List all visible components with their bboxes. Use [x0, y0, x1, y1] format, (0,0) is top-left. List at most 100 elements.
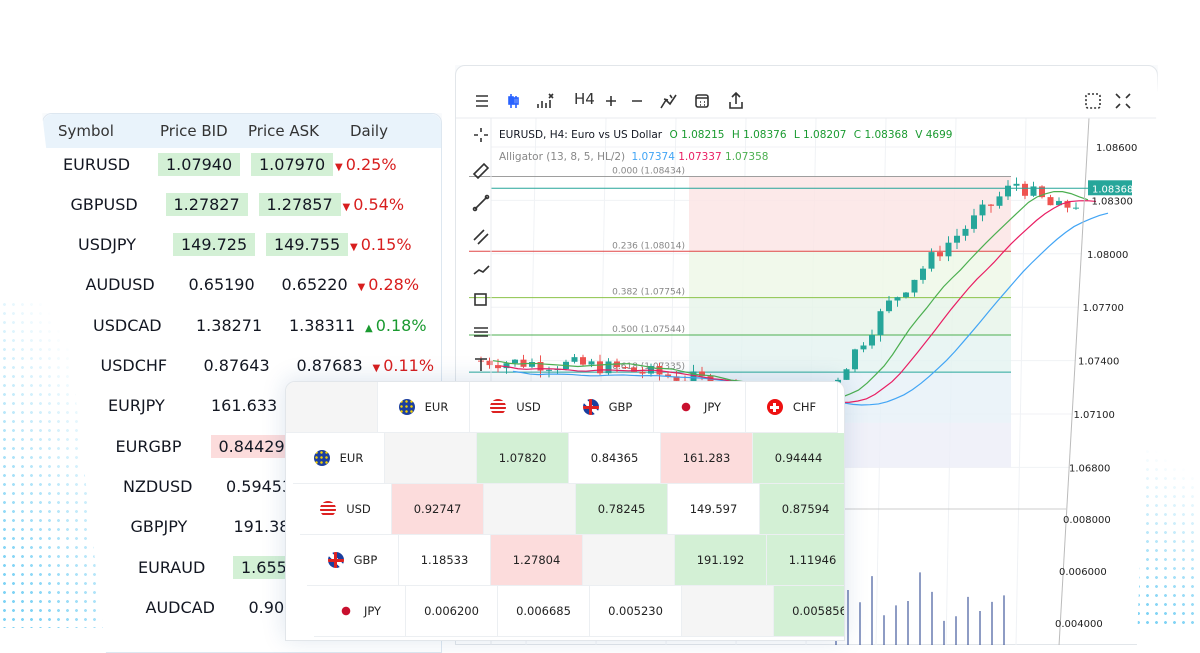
col-symbol[interactable]: Symbol	[58, 122, 114, 140]
rate-cell[interactable]	[385, 433, 477, 484]
path-icon[interactable]	[473, 265, 490, 275]
daily-value: 0.15%	[360, 235, 412, 255]
cross-rates-table: EUR USD GBP JPY CHF EUR 1.07820 0.84365 161.283 0…	[285, 381, 845, 641]
lips-value: 1.07358	[725, 151, 769, 163]
bid-cell: 1.27827	[165, 192, 248, 216]
currency-code: GBP	[353, 553, 378, 567]
candles-icon[interactable]	[508, 94, 519, 108]
daily-value: 0.28%	[368, 275, 420, 295]
calendar-icon[interactable]	[695, 94, 709, 108]
rate-cell[interactable]: 0.87594	[760, 484, 844, 535]
watchlist-row[interactable]: USDJPY 149.725 149.755 ▼ 0.15%	[43, 225, 442, 265]
watchlist-row[interactable]: EURJPY 161.633	[43, 386, 442, 426]
row-header[interactable]: GBP	[307, 535, 399, 586]
candle-body	[1022, 183, 1028, 196]
rate-cell[interactable]: 0.006200	[406, 586, 498, 637]
price-axis-label: 1.07100	[1074, 410, 1115, 421]
column-header[interactable]: CHF	[746, 382, 838, 433]
rate-cell[interactable]: 191.192	[675, 535, 767, 586]
watchlist-row[interactable]: GBPUSD 1.27827 1.27857 ▼ 0.54%	[43, 184, 442, 224]
ruler-icon[interactable]	[472, 162, 490, 180]
watchlist-row[interactable]: AUDUSD 0.65190 0.65220 ▼ 0.28%	[43, 265, 442, 305]
fib-zone	[689, 251, 1011, 298]
rate-cell[interactable]: 149.597	[668, 484, 760, 535]
zoom-in-icon[interactable]	[606, 96, 616, 106]
col-ask[interactable]: Price ASK	[248, 122, 319, 140]
row-header[interactable]: JPY	[314, 586, 406, 637]
rate-cell[interactable]: 0.005230	[590, 586, 682, 637]
price-axis-line	[1058, 117, 1090, 645]
rate-cell[interactable]: 1.07820	[477, 433, 569, 484]
symbol-cell: AUDCAD	[145, 597, 215, 617]
corner-cell	[286, 382, 378, 433]
daily-value: 0.18%	[375, 315, 427, 335]
bid-cell: 191.383	[233, 517, 300, 537]
rate-cell[interactable]: 0.78245	[576, 484, 668, 535]
col-daily[interactable]: Daily	[350, 122, 388, 140]
symbol-cell: EURJPY	[108, 396, 165, 416]
daily-change: ▼ 0.11%	[373, 356, 435, 375]
rate-cell[interactable]: 1.11946	[767, 535, 844, 586]
bid-cell: 0.59453	[226, 476, 293, 496]
column-header[interactable]: GBP	[562, 382, 654, 433]
column-header[interactable]: EUR	[378, 382, 470, 433]
arrow-down-icon: ▼	[342, 201, 351, 213]
candle-body	[1013, 183, 1020, 186]
rate-cell[interactable]	[682, 586, 774, 637]
parallel-channel-icon[interactable]	[473, 229, 489, 245]
price-axis-label: 1.08300	[1092, 196, 1133, 207]
candle-body	[673, 376, 680, 381]
watchlist-row[interactable]: GBPJPY 191.383	[43, 507, 442, 547]
crosshair-icon[interactable]	[474, 128, 488, 142]
rate-cell[interactable]	[583, 535, 675, 586]
candle-body	[580, 357, 586, 365]
sub-axis-label: 0.008000	[1063, 515, 1111, 526]
symbol-cell: EURGBP	[115, 436, 182, 456]
rate-cell[interactable]: 0.84365	[569, 433, 661, 484]
symbol-cell: GBPJPY	[130, 517, 188, 537]
share-icon[interactable]	[729, 91, 743, 109]
menu-icon[interactable]	[476, 95, 488, 107]
trend-line-icon[interactable]	[472, 194, 490, 212]
indicator-legend[interactable]: Alligator (13, 8, 5, HL/2) 1.07374 1.073…	[499, 151, 768, 163]
candle-body	[877, 311, 884, 336]
watchlist-row[interactable]: EURUSD 1.07940 1.07970 ▼ 0.25%	[43, 144, 442, 184]
rate-cell[interactable]	[484, 484, 576, 535]
watchlist-row[interactable]: EURGBP 0.84429	[43, 426, 442, 466]
interval-selector[interactable]: H4	[574, 90, 595, 108]
shape-icon[interactable]	[474, 293, 487, 306]
daily-value: 0.54%	[353, 194, 405, 214]
fib-icon[interactable]	[474, 327, 488, 337]
rate-cell[interactable]: 0.94444	[753, 433, 844, 484]
col-bid[interactable]: Price BID	[160, 122, 228, 140]
column-header[interactable]: JPY	[654, 382, 746, 433]
compare-icon[interactable]	[660, 94, 677, 109]
column-header[interactable]: USD	[470, 382, 562, 433]
ch-flag-icon	[766, 399, 783, 415]
rate-cell[interactable]: 0.006685	[498, 586, 590, 637]
watchlist-row[interactable]: NZDUSD 0.59453	[43, 466, 442, 506]
watchlist-row[interactable]: USDCHF 0.87643 0.87683 ▼ 0.11%	[43, 346, 442, 386]
ohlc-low: L 1.08207	[793, 129, 847, 141]
rate-cell[interactable]: 0.005856	[774, 586, 844, 637]
watchlist-row[interactable]: USDCAD 1.38271 1.38311 ▲ 0.18%	[43, 305, 442, 345]
rate-cell[interactable]: 1.27804	[491, 535, 583, 586]
rate-cell[interactable]: 1.18533	[399, 535, 491, 586]
last-price-label: 1.08368	[1092, 184, 1133, 195]
indicators-icon[interactable]	[537, 93, 554, 108]
currency-code: JPY	[363, 604, 382, 618]
teeth-value: 1.07337	[678, 151, 722, 163]
row-header[interactable]: USD	[300, 484, 392, 535]
ohlc-open: O 1.08215	[669, 129, 725, 141]
currency-code: GBP	[608, 400, 633, 414]
fib-level-label: 0.382 (1.07754)	[612, 288, 685, 298]
bid-cell: 149.725	[173, 233, 256, 257]
text-tool-icon[interactable]	[475, 358, 487, 371]
fullscreen-icon[interactable]	[1115, 93, 1131, 109]
rate-cell[interactable]: 0.92747	[392, 484, 484, 535]
rate-cell[interactable]: 161.283	[661, 433, 753, 484]
candle-body	[886, 300, 892, 312]
ask-cell: 0.87683	[296, 356, 363, 375]
screenshot-icon[interactable]	[1085, 93, 1101, 109]
row-header[interactable]: EUR	[293, 433, 385, 484]
